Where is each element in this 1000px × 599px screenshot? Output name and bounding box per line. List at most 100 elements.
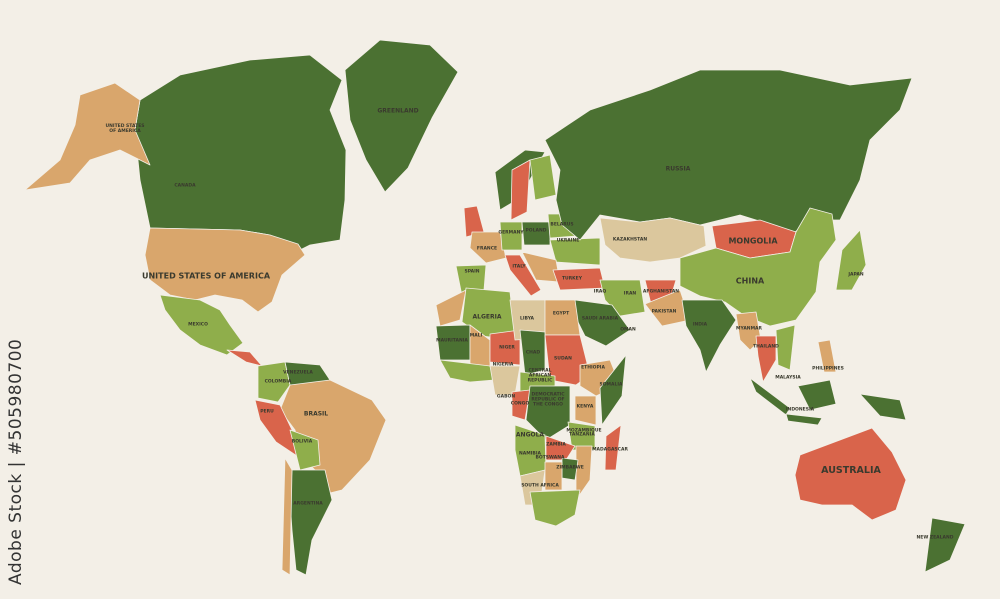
label-botswana: BOTSWANA — [535, 455, 565, 461]
label-saudi-arabia: SAUDI ARABIA — [581, 316, 619, 322]
label-iraq: IRAQ — [593, 289, 607, 295]
country-vietnam[interactable] — [775, 324, 796, 371]
label-italy: ITALY — [512, 264, 526, 270]
label-congo: CONGO — [510, 401, 530, 407]
country-argentina[interactable] — [289, 469, 333, 576]
label-poland: POLAND — [525, 228, 547, 234]
country-new-guinea[interactable] — [859, 393, 907, 421]
label-oman: OMAN — [620, 327, 636, 333]
country-south-africa[interactable] — [529, 489, 581, 527]
country-central-america[interactable] — [226, 349, 263, 367]
label-france: FRANCE — [476, 246, 498, 252]
label-brasil: BRASIL — [303, 410, 329, 418]
label-drc: DEMOCRATIC REPUBLIC OF THE CONGO — [531, 392, 565, 408]
label-argentina: ARGENTINA — [293, 501, 323, 507]
label-australia: AUSTRALIA — [821, 464, 881, 476]
country-egypt[interactable] — [544, 299, 581, 336]
label-zimbabwe: ZIMBABWE — [556, 465, 584, 471]
label-somalia: SOMALIA — [599, 382, 623, 388]
label-colombia: COLOMBIA — [264, 379, 292, 385]
label-kazakhstan: KAZAKHSTAN — [612, 237, 648, 243]
label-gabon: GABON — [496, 394, 516, 400]
label-usa: UNITED STATES OF AMERICA — [141, 271, 271, 281]
label-mexico: MEXICO — [188, 322, 208, 328]
country-botswana[interactable] — [544, 461, 563, 491]
label-canada: CANADA — [174, 183, 196, 189]
country-java[interactable] — [785, 413, 823, 426]
country-iran[interactable] — [599, 279, 646, 317]
label-new-zealand: NEW ZEALAND — [916, 535, 954, 541]
label-india: INDIA — [692, 322, 708, 328]
country-italy[interactable] — [504, 254, 542, 297]
country-brasil[interactable] — [279, 379, 387, 496]
country-germany[interactable] — [499, 221, 523, 251]
label-indonesia: INDONESIA — [785, 407, 815, 413]
label-madagascar: MADAGASCAR — [592, 447, 628, 453]
label-central-african-republic: CENTRAL AFRICAN REPUBLIC — [527, 368, 553, 384]
label-algeria: ALGERIA — [472, 313, 502, 321]
label-pakistan: PAKISTAN — [651, 309, 677, 315]
label-nigeria: NIGERIA — [492, 362, 514, 368]
country-canada[interactable] — [134, 54, 347, 256]
label-sudan: SUDAN — [554, 356, 572, 362]
label-afghanistan: AFGHANISTAN — [642, 289, 680, 295]
label-greenland: GREENLAND — [377, 107, 419, 115]
country-philippines[interactable] — [817, 339, 837, 373]
label-tanzania: TANZANIA — [569, 432, 595, 438]
country-sweden[interactable] — [510, 159, 531, 221]
country-congo[interactable] — [511, 389, 531, 421]
country-colombia[interactable] — [257, 361, 291, 403]
label-ethiopia: ETHIOPIA — [581, 365, 605, 371]
label-zambia: ZAMBIA — [546, 442, 566, 448]
country-drc[interactable] — [525, 385, 571, 441]
label-niger: NIGER — [499, 345, 515, 351]
label-thailand: THAILAND — [753, 344, 779, 350]
country-madagascar[interactable] — [604, 424, 622, 471]
label-myanmar: MYANMAR — [736, 326, 762, 332]
country-india[interactable] — [681, 299, 737, 373]
label-venezuela: VENEZUELA — [283, 370, 313, 376]
label-china: CHINA — [735, 276, 765, 286]
country-usa-alaska[interactable] — [24, 82, 151, 191]
country-greenland[interactable] — [344, 39, 459, 193]
country-sumatra[interactable] — [749, 377, 791, 416]
country-borneo[interactable] — [797, 379, 837, 411]
country-bolivia[interactable] — [289, 429, 321, 471]
country-myanmar[interactable] — [735, 311, 762, 351]
country-morocco[interactable] — [435, 289, 467, 327]
country-west-africa[interactable] — [439, 359, 495, 383]
label-mauritania: MAURITANIA — [436, 338, 468, 344]
country-new-zealand[interactable] — [924, 517, 966, 573]
country-somalia[interactable] — [599, 354, 627, 426]
country-australia[interactable] — [794, 427, 907, 521]
country-niger[interactable] — [489, 329, 521, 366]
label-bolivia: BOLIVIA — [291, 439, 313, 445]
country-mozambique[interactable] — [575, 445, 593, 501]
country-france[interactable] — [469, 231, 507, 264]
label-germany: GERMANY — [498, 230, 524, 236]
country-japan[interactable] — [835, 229, 867, 291]
label-peru: PERU — [260, 409, 274, 415]
country-mexico[interactable] — [159, 294, 244, 356]
label-malaysia: MALAYSIA — [775, 375, 801, 381]
country-finland[interactable] — [529, 154, 557, 201]
label-namibia: NAMIBIA — [519, 451, 541, 457]
country-tanzania[interactable] — [567, 421, 596, 451]
country-kazakhstan[interactable] — [599, 217, 707, 263]
country-kenya[interactable] — [574, 395, 597, 426]
label-philippines: PHILIPPINES — [812, 366, 844, 372]
watermark: Adobe Stock | #505980700 — [6, 338, 26, 585]
country-russia[interactable] — [544, 69, 913, 241]
label-angola: ANGOLA — [515, 431, 545, 439]
country-usa[interactable] — [144, 227, 306, 313]
label-japan: JAPAN — [848, 272, 864, 278]
label-ukraine: UKRAINE — [556, 238, 580, 244]
country-ukraine[interactable] — [549, 237, 601, 266]
country-poland[interactable] — [521, 221, 551, 246]
country-nigeria[interactable] — [489, 365, 521, 396]
label-libya: LIBYA — [519, 316, 535, 322]
country-chad[interactable] — [519, 329, 546, 376]
country-thailand[interactable] — [755, 335, 777, 383]
country-chile[interactable] — [281, 457, 293, 576]
